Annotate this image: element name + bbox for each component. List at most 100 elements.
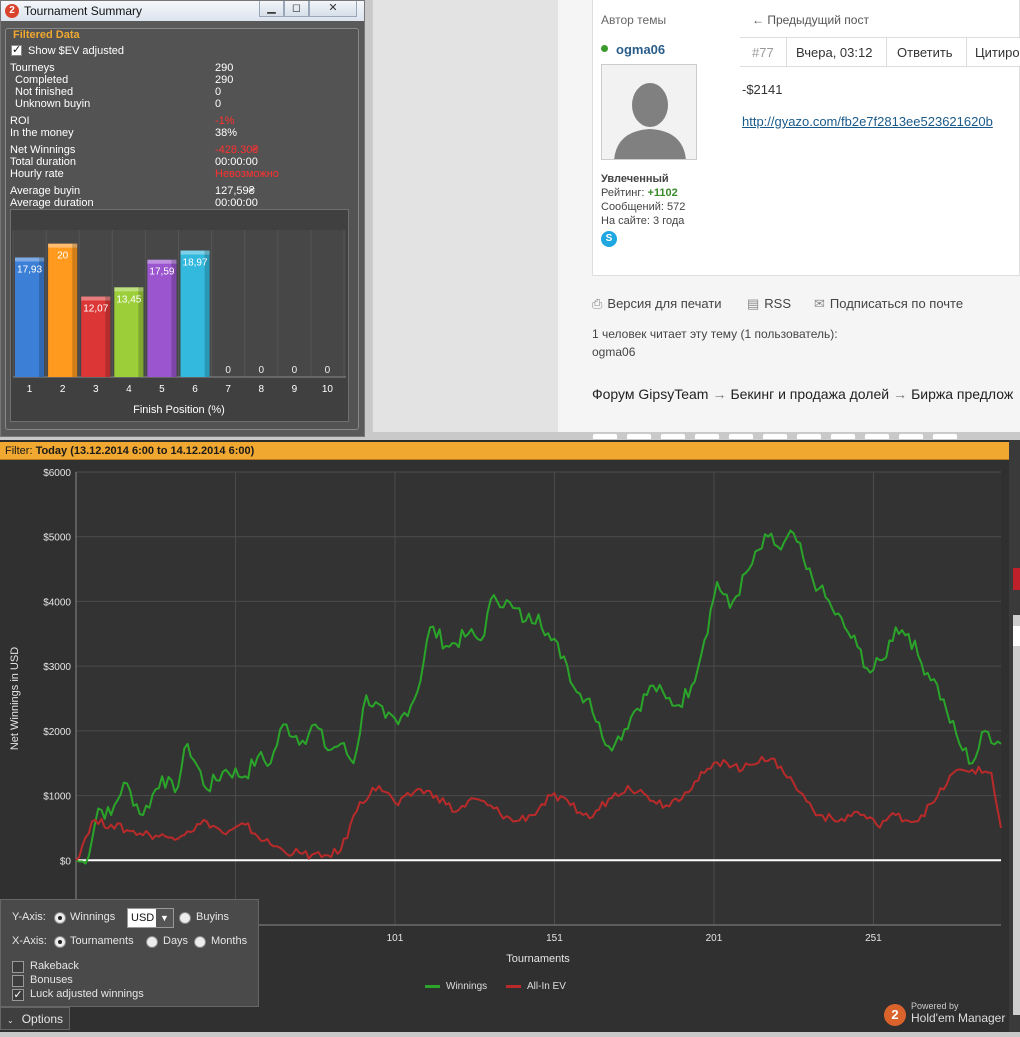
buyins-label: Buyins (196, 911, 230, 923)
breadcrumb-exchange[interactable]: Биржа предлож (911, 386, 1014, 402)
post-username[interactable]: ogma06 (616, 42, 666, 57)
stat-value: 290 (215, 62, 234, 74)
bar-label: 20 (57, 251, 69, 262)
post-link[interactable]: http://gyazo.com/fb2e7f2813ee523621620b (742, 114, 993, 129)
forum-page: Автор темы ← Предыдущий пост ogma06 #77 … (372, 0, 1020, 439)
stat-value: 0 (215, 98, 222, 110)
luck-adjusted-checkbox[interactable]: ✓ (12, 989, 24, 1001)
filter-value: Today (13.12.2014 6:00 to 14.12.2014 6:0… (35, 445, 255, 457)
xaxis-label: X-Axis: (12, 935, 47, 947)
x-tick-label: 251 (865, 933, 882, 944)
bar-label: 0 (225, 365, 231, 376)
user-silhouette-icon (602, 65, 696, 159)
maximize-button[interactable]: ◻ (284, 1, 309, 17)
bar-label: 17,59 (149, 267, 174, 278)
bar-shade (72, 243, 78, 377)
bar-label: 0 (292, 365, 298, 376)
stat-value: 127,59₴ (215, 185, 255, 197)
stat-value: 38% (215, 127, 238, 139)
buyins-radio[interactable] (179, 912, 191, 924)
bar-label: 18,97 (183, 258, 208, 269)
x-tick-label: 5 (159, 384, 165, 395)
window-titlebar[interactable]: 2 Tournament Summary ▁ ◻ ✕ (1, 1, 364, 21)
post-meta-bar: #77 Вчера, 03:12 Ответить Цитиро (740, 37, 1020, 67)
x-tick-label: 3 (93, 384, 99, 395)
rss-link[interactable]: ▤ RSS (747, 296, 792, 311)
bar-shade (171, 259, 177, 377)
user-rating: Рейтинг: +1102 (601, 187, 678, 199)
plot-background (76, 472, 1001, 925)
graph-plot-area: $6000 $5000 $4000 $3000 $2000 $1000 $0 101 151 20… (0, 460, 1009, 1032)
show-ev-label: Show $EV adjusted (28, 45, 125, 57)
reader-name[interactable]: ogma06 (592, 345, 636, 359)
stat-label: Unknown buyin (15, 98, 91, 110)
winnings-label: Winnings (70, 911, 116, 923)
currency-select[interactable]: USD ▼ (127, 908, 174, 928)
bonuses-label: Bonuses (30, 974, 73, 986)
bar-label: 0 (325, 365, 331, 376)
prev-post-link[interactable]: ← Предыдущий пост (752, 13, 869, 27)
y-tick-label: $0 (60, 856, 72, 867)
bar-label: 0 (258, 365, 264, 376)
minimize-button[interactable]: ▁ (259, 1, 284, 17)
legend-allin: All-In EV (506, 981, 566, 992)
winnings-swatch (425, 984, 440, 988)
bar-2 (48, 243, 78, 377)
days-radio[interactable] (146, 936, 158, 948)
rakeback-checkbox[interactable] (12, 961, 24, 973)
window-title: Tournament Summary (24, 4, 143, 18)
x-tick-label: 6 (192, 384, 198, 395)
reply-button[interactable]: Ответить (897, 45, 953, 60)
x-tick-label: 4 (126, 384, 132, 395)
print-link[interactable]: ⎙ Версия для печати (592, 296, 722, 311)
y-tick-label: $6000 (43, 468, 71, 479)
author-header: Автор темы (601, 13, 667, 27)
group-title: Filtered Data (11, 29, 82, 41)
bar-shade (39, 257, 45, 377)
subscribe-link[interactable]: ✉ Подписаться по почте (814, 296, 964, 311)
quote-button[interactable]: Цитиро (975, 45, 1020, 60)
x-axis-title: Finish Position (%) (133, 404, 225, 416)
hm-logo-icon: 2 (884, 1004, 906, 1026)
stat-label: Not finished (15, 86, 74, 98)
stat-label: Tourneys (10, 62, 55, 74)
stat-label: Hourly rate (10, 168, 64, 180)
months-radio[interactable] (194, 936, 206, 948)
x-tick-label: 1 (27, 384, 33, 395)
skype-icon[interactable]: S (601, 231, 617, 247)
avatar[interactable] (601, 64, 697, 160)
x-tick-label: 151 (546, 933, 563, 944)
options-toggle[interactable]: ⌄ Options (0, 1007, 70, 1030)
stat-label: Average duration (10, 197, 94, 209)
finish-position-chart-svg: 17,93 1 20 2 12,07 3 13,45 4 17,59 5 18,97 6 0 7 0 8 0 9 0… (12, 230, 346, 416)
winnings-line-chart: $6000 $5000 $4000 $3000 $2000 $1000 $0 101 151 20… (9, 468, 1002, 965)
stat-label: Average buyin (10, 185, 81, 197)
bar-highlight (15, 257, 45, 262)
forum-sidebar-strip (372, 0, 558, 432)
y-tick-label: $5000 (43, 533, 71, 544)
breadcrumb: Форум GipsyTeam → Бекинг и продажа долей → Б… (592, 386, 1014, 402)
close-button[interactable]: ✕ (309, 1, 357, 17)
chevron-down-icon: ⌄ (7, 1016, 14, 1025)
rss-icon: ▤ (747, 296, 760, 311)
breadcrumb-backing[interactable]: Бекинг и продажа долей (730, 386, 890, 402)
y-tick-label: $1000 (43, 792, 71, 803)
tournaments-radio[interactable] (54, 936, 66, 948)
powered-by: Powered by (911, 1001, 959, 1011)
luck-adjusted-label: Luck adjusted winnings (30, 988, 144, 1000)
breadcrumb-forum[interactable]: Форум GipsyTeam (592, 386, 709, 402)
finish-position-chart: 17,93 1 20 2 12,07 3 13,45 4 17,59 5 18,97 6 0 7 0 8 0 9 0… (10, 209, 349, 422)
x-tick-label: 7 (225, 384, 231, 395)
app-logo-icon: 2 (5, 4, 19, 18)
show-ev-checkbox[interactable]: ✓ (11, 44, 22, 56)
window-edge-strip (1009, 440, 1020, 1032)
post-number[interactable]: #77 (752, 45, 774, 60)
y-tick-label: $3000 (43, 662, 71, 673)
user-onsite: На сайте: 3 года (601, 215, 685, 227)
bonuses-checkbox[interactable] (12, 975, 24, 987)
filter-bar[interactable]: Filter: Today (13.12.2014 6:00 to 14.12.… (0, 442, 1009, 460)
legend-winnings: Winnings (425, 981, 487, 992)
chevron-down-icon[interactable]: ▼ (156, 909, 173, 927)
winnings-radio[interactable] (54, 912, 66, 924)
bar-4 (114, 287, 144, 377)
